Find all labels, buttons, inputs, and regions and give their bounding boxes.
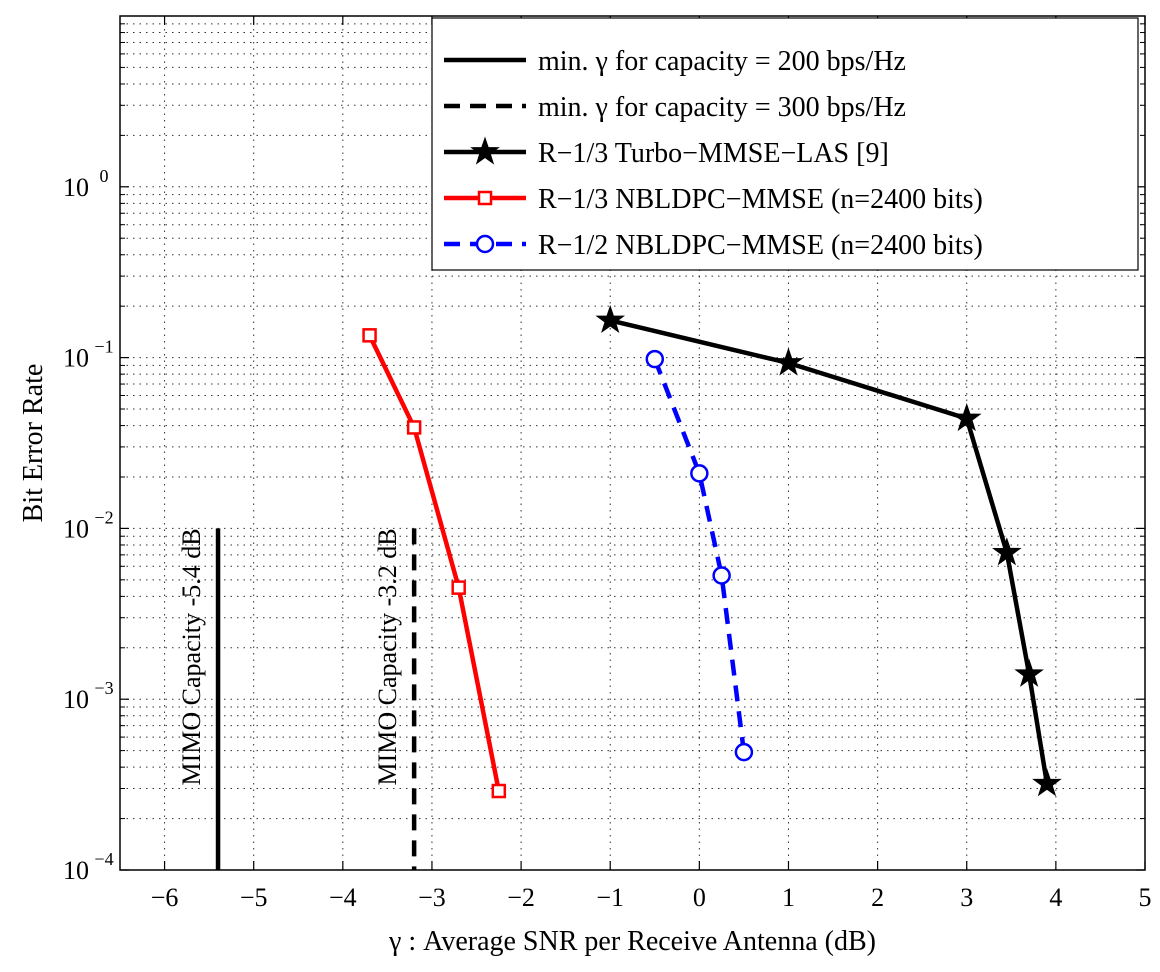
data-point	[992, 537, 1022, 566]
data-point	[406, 420, 422, 435]
y-tick-label: 10	[63, 856, 89, 885]
x-tick-label: 0	[693, 883, 706, 912]
legend-marker	[475, 234, 495, 254]
y-tick-exponent: −2	[94, 507, 113, 527]
y-tick-label: 10	[63, 173, 89, 202]
data-point	[362, 328, 377, 343]
x-tick-label: 5	[1139, 883, 1152, 912]
legend-item: R−1/2 NBLDPC−MMSE (n=2400 bits)	[444, 230, 983, 261]
data-point	[951, 402, 982, 432]
legend-item: min. γ for capacity = 200 bps/Hz	[444, 46, 906, 77]
series-layer	[215, 304, 1062, 870]
legend-label: min. γ for capacity = 200 bps/Hz	[538, 46, 906, 77]
series-line-2	[609, 318, 1050, 785]
legend-label: R−1/3 Turbo−MMSE−LAS [9]	[538, 138, 889, 169]
x-tick-label: −1	[596, 883, 624, 912]
x-tick-label: 4	[1049, 883, 1062, 912]
legend-item: R−1/3 Turbo−MMSE−LAS [9]	[444, 136, 889, 169]
y-tick-exponent: 0	[100, 166, 109, 186]
x-tick-label: 1	[782, 883, 795, 912]
y-tick-label: 10	[63, 344, 89, 373]
y-tick-label: 10	[63, 685, 89, 714]
y-tick-exponent: −4	[94, 849, 113, 869]
data-point	[734, 742, 754, 762]
x-axis-label: γ : Average SNR per Receive Antenna (dB)	[388, 926, 876, 957]
legend-box	[431, 17, 1139, 271]
data-point	[451, 580, 466, 595]
x-tick-label: −2	[507, 883, 535, 912]
data-point	[595, 304, 626, 334]
y-tick-exponent: −1	[94, 337, 113, 357]
x-tick-label: −6	[151, 883, 179, 912]
x-tick-label: −5	[240, 883, 268, 912]
data-point	[690, 464, 709, 483]
y-tick-label: 10	[63, 514, 89, 543]
series-2	[595, 304, 1062, 797]
data-point	[645, 349, 665, 369]
legend: min. γ for capacity = 200 bps/Hz min. γ f…	[431, 17, 1139, 271]
x-tick-label: −3	[418, 883, 446, 912]
series-4	[645, 349, 754, 762]
legend-label: R−1/3 NBLDPC−MMSE (n=2400 bits)	[538, 184, 983, 215]
series-line-3	[367, 334, 502, 792]
legend-label: min. γ for capacity = 300 bps/Hz	[538, 92, 906, 123]
annotation-capacity-32: MIMO Capacity -3.2 dB	[373, 528, 402, 785]
data-point	[1032, 768, 1062, 797]
data-point	[1014, 658, 1044, 687]
y-axis-label: Bit Error Rate	[18, 364, 49, 523]
x-tick-label: −4	[329, 883, 357, 912]
annotation-capacity-54: MIMO Capacity -5.4 dB	[177, 528, 206, 785]
plot-area	[119, 15, 1146, 871]
y-tick-exponent: −3	[94, 678, 113, 698]
x-tick-label: 2	[871, 883, 884, 912]
legend-marker	[470, 136, 500, 165]
data-point	[773, 347, 804, 376]
data-point	[712, 566, 731, 585]
data-point	[491, 783, 507, 799]
x-tick-label: 3	[960, 883, 973, 912]
legend-marker	[477, 190, 493, 206]
annotations: MIMO Capacity -5.4 dB MIMO Capacity -3.2…	[177, 528, 402, 785]
legend-item: min. γ for capacity = 300 bps/Hz	[444, 92, 906, 123]
legend-item: R−1/3 NBLDPC−MMSE (n=2400 bits)	[444, 184, 983, 215]
series-line-4	[652, 358, 747, 753]
legend-label: R−1/2 NBLDPC−MMSE (n=2400 bits)	[538, 230, 983, 261]
series-3	[362, 328, 507, 799]
